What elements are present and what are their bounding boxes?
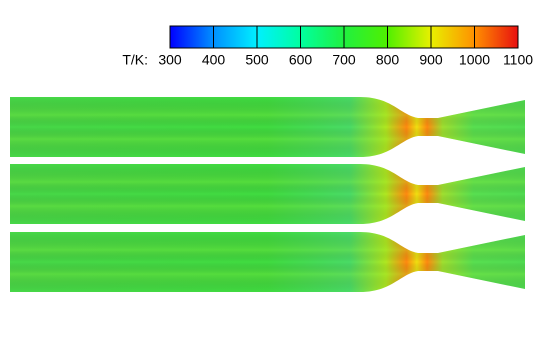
colorbar-tick-label: 300 [158, 52, 182, 68]
colorbar-tick-label: 500 [245, 52, 269, 68]
nozzle-field [10, 232, 525, 292]
nozzle-field [10, 97, 525, 157]
colorbar-tick-label: 600 [289, 52, 313, 68]
nozzle-plots [10, 97, 525, 292]
colorbar-tick-label: 1000 [459, 52, 490, 68]
colorbar-tick-label: 1100 [503, 52, 533, 68]
colorbar-tick-label: 400 [202, 52, 226, 68]
nozzle-field [10, 164, 525, 224]
colorbar-tick-label: 900 [419, 52, 443, 68]
colorbar-title: T/K: [122, 52, 148, 68]
colorbar-tick-label: 700 [332, 52, 356, 68]
colorbar-tick-label: 800 [376, 52, 400, 68]
